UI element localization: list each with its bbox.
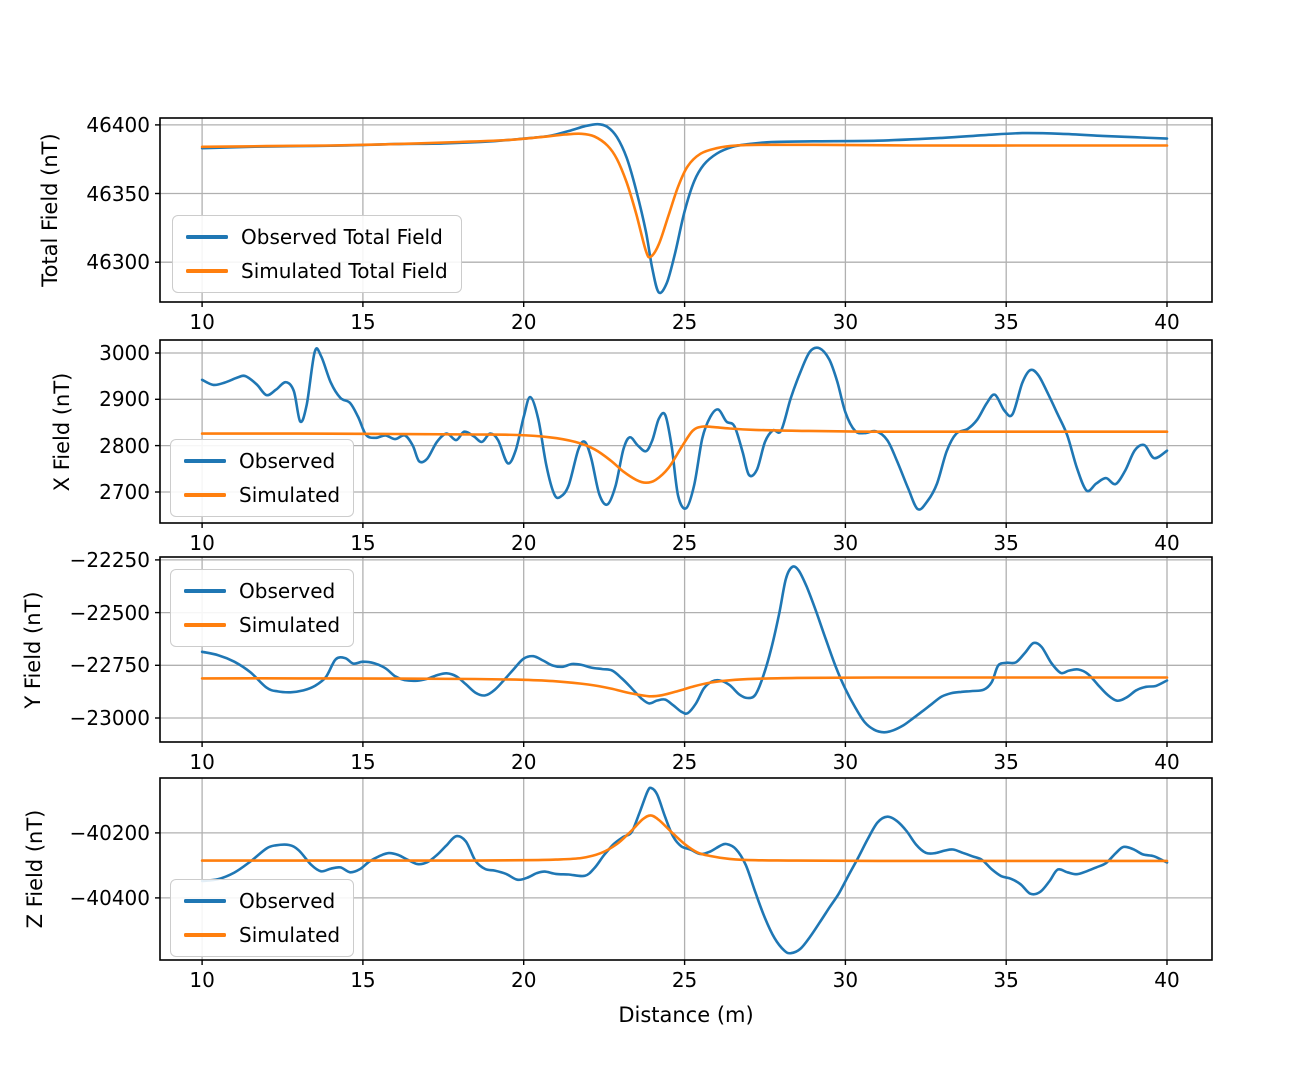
x-tick-label: 35 — [993, 968, 1019, 992]
simulated-total-field-line — [200, 132, 1169, 259]
axes-border — [159, 556, 1213, 743]
x-tick-label: 25 — [671, 750, 698, 774]
legend: Observed Simulated — [170, 879, 355, 957]
y-tick-label: −23000 — [69, 705, 150, 730]
subplot-y-field: −23000 −22750 −22500 −22250 10 15 20 25 30 35 40 Y … — [21, 549, 1213, 773]
legend-label: Observed — [239, 579, 336, 603]
legend: Observed Simulated — [170, 439, 355, 517]
legend-label: Simulated — [239, 923, 341, 947]
x-tick-label: 10 — [189, 968, 215, 992]
legend-item: Observed — [184, 580, 340, 602]
simulated-line — [200, 676, 1169, 698]
legend-item: Observed — [184, 890, 340, 912]
legend-line-sample — [184, 459, 226, 463]
axes-border — [159, 339, 1213, 524]
x-tick-label: 30 — [832, 968, 859, 992]
y-tick-label: 2700 — [99, 479, 150, 504]
y-tick-label: −40200 — [69, 820, 150, 845]
x-tick-label: 35 — [993, 531, 1019, 555]
y-tick-label: −40400 — [69, 885, 150, 910]
legend-item: Simulated Total Field — [186, 260, 448, 282]
y-axis-label: Total Field (nT) — [38, 133, 62, 287]
y-axis-label: Z Field (nT) — [23, 809, 47, 929]
legend-line-sample — [184, 589, 226, 593]
subplot-z-field: −40400 −40200 10 15 20 25 30 35 40 Z Field (nT) Ob… — [23, 777, 1213, 991]
y-tick-label: 46300 — [86, 250, 150, 275]
x-tick-label: 40 — [1154, 531, 1180, 555]
y-tick-label: 46400 — [86, 112, 150, 137]
axes-border — [159, 777, 1213, 961]
legend-line-sample — [184, 933, 226, 937]
legend-item: Observed — [184, 450, 340, 472]
x-tick-label: 30 — [832, 310, 859, 334]
axes-border — [159, 117, 1213, 303]
legend-label: Simulated — [239, 483, 341, 507]
x-tick-label: 20 — [511, 750, 537, 774]
y-tick-label: −22500 — [69, 600, 150, 625]
x-axis-label: Distance (m) — [618, 1003, 754, 1027]
legend-line-sample — [184, 623, 226, 627]
observed-line — [200, 346, 1169, 511]
x-tick-label: 40 — [1154, 750, 1180, 774]
axes-y-field — [155, 556, 1213, 747]
x-tick-label: 35 — [993, 750, 1019, 774]
x-tick-label: 30 — [832, 750, 859, 774]
legend-item: Simulated — [184, 924, 340, 946]
axes-total-field — [155, 117, 1213, 307]
y-tick-label: 46350 — [86, 181, 150, 206]
x-tick-label: 20 — [511, 310, 537, 334]
legend-label: Observed Total Field — [241, 225, 443, 249]
y-tick-label: 2900 — [99, 387, 150, 412]
subplot-total-field: 46300 46350 46400 10 15 20 25 30 35 40 Total Field… — [38, 114, 1213, 333]
x-tick-label: 10 — [189, 750, 215, 774]
x-tick-label: 35 — [993, 310, 1019, 334]
subplot-x-field: 2700 2800 2900 3000 10 15 20 25 30 35 40 X Field (n… — [50, 339, 1213, 554]
legend: Observed Simulated — [170, 569, 355, 647]
simulated-line — [200, 425, 1169, 484]
x-tick-label: 20 — [511, 968, 537, 992]
legend-line-sample — [184, 493, 226, 497]
x-tick-label: 40 — [1154, 310, 1180, 334]
y-tick-label: −22750 — [69, 653, 150, 678]
legend-item: Simulated — [184, 614, 340, 636]
legend-line-sample — [186, 235, 228, 239]
x-tick-label: 10 — [189, 310, 215, 334]
legend-item: Observed Total Field — [186, 226, 448, 248]
y-axis-label: Y Field (nT) — [21, 590, 45, 709]
y-axis-label: X Field (nT) — [50, 372, 74, 491]
x-tick-label: 25 — [671, 310, 698, 334]
legend: Observed Total Field Simulated Total Fiel… — [172, 215, 462, 293]
simulated-line — [200, 814, 1169, 863]
legend-item: Simulated — [184, 484, 340, 506]
x-tick-label: 20 — [511, 531, 537, 555]
legend-label: Observed — [239, 449, 336, 473]
x-tick-label: 10 — [189, 531, 215, 555]
x-tick-label: 15 — [350, 750, 376, 774]
legend-label: Observed — [239, 889, 336, 913]
x-tick-label: 25 — [671, 531, 698, 555]
x-tick-label: 40 — [1154, 968, 1180, 992]
y-tick-label: 2800 — [99, 433, 150, 458]
x-tick-label: 30 — [832, 531, 859, 555]
y-tick-label: 3000 — [99, 340, 150, 365]
x-tick-label: 15 — [350, 531, 376, 555]
legend-line-sample — [184, 899, 226, 903]
x-tick-label: 15 — [350, 310, 376, 334]
legend-label: Simulated — [239, 613, 341, 637]
y-tick-label: −22250 — [69, 547, 150, 572]
x-tick-label: 15 — [350, 968, 376, 992]
legend-line-sample — [186, 269, 228, 273]
x-tick-label: 25 — [671, 968, 698, 992]
legend-label: Simulated Total Field — [241, 259, 448, 283]
